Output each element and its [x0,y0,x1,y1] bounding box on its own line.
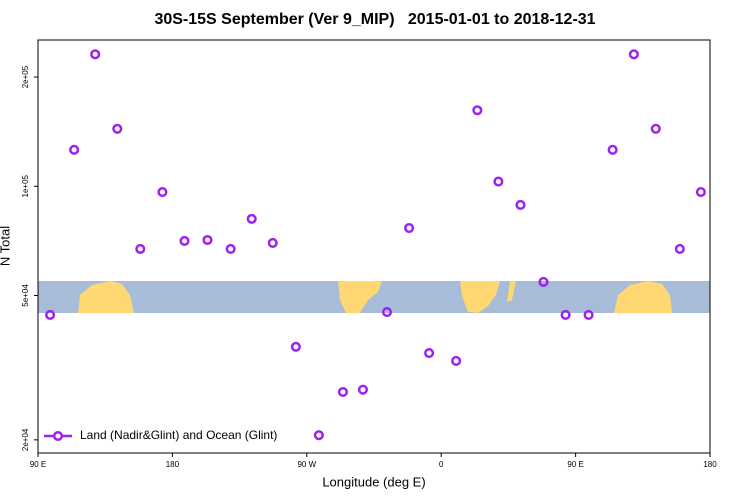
y-tick-label: 5e+04 [21,284,30,307]
point [515,199,526,211]
y-tick-label: 2e+05 [21,65,30,88]
point [493,176,504,187]
x-axis-label: Longitude (deg E) [322,474,425,489]
point [45,309,56,320]
legend-symbol [52,430,64,442]
point [225,243,236,254]
y-axis-label: N Total [0,226,12,266]
point [337,386,348,398]
point [313,430,324,441]
point [451,355,462,367]
point [472,105,483,116]
x-tick-label: 90 E [567,460,583,469]
point [695,186,706,198]
point [202,234,213,246]
point [267,237,278,248]
point [538,276,549,287]
point [135,243,146,254]
point [157,186,168,198]
chart-title: 30S-15S September (Ver 9_MIP) 2015-01-01… [154,11,595,28]
point [674,243,685,254]
point [583,309,594,320]
legend-label: Land (Nadir&Glint) and Ocean (Glint) [80,428,277,442]
plot-frame [37,39,711,454]
x-tick-label: 180 [166,460,180,469]
y-tick-label: 1e+05 [21,174,30,197]
x-tick-label: 0 [439,460,444,469]
point [69,144,80,155]
point [112,123,123,134]
point [357,384,368,395]
point [246,213,257,224]
point [290,341,301,352]
map-strip [38,281,710,313]
point [179,235,190,246]
x-tick-label: 90 W [297,460,316,469]
point [90,49,101,60]
point [650,123,661,134]
point [381,307,393,318]
point [607,144,618,155]
x-tick-label: 90 E [30,460,46,469]
point [560,309,571,320]
y-tick-label: 2e+04 [21,428,30,451]
point [404,223,415,234]
point [424,347,435,359]
x-tick-label: 180 [703,460,717,469]
point [628,49,639,60]
